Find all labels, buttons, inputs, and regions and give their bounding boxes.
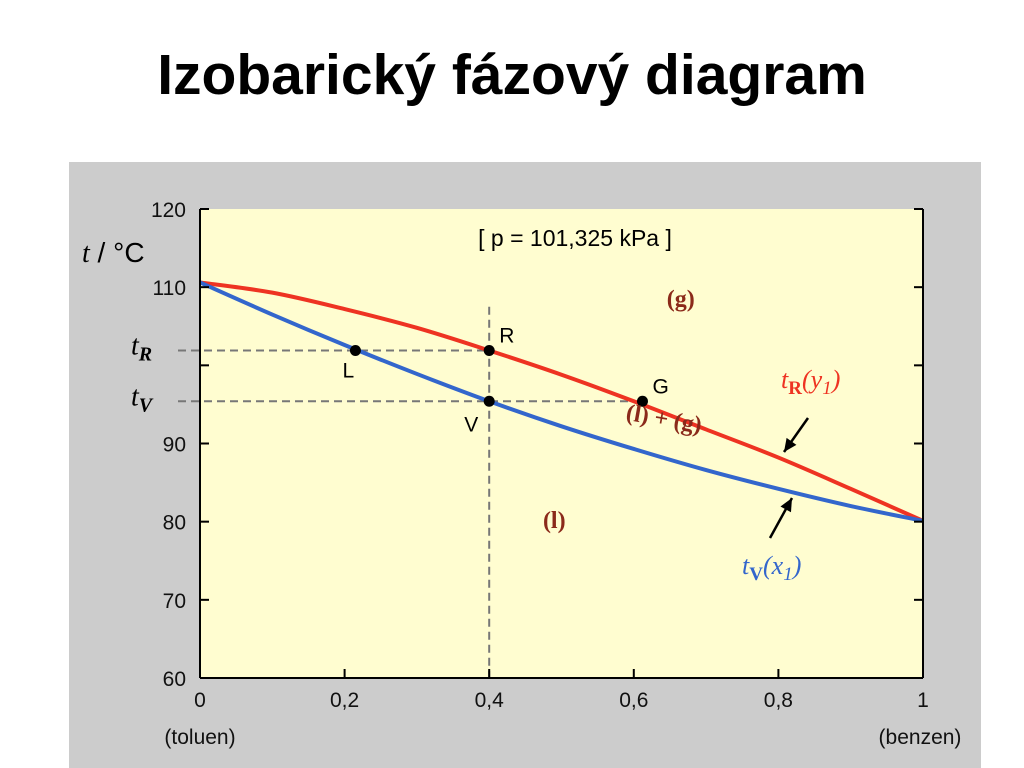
x-tick-label: 0 — [194, 689, 206, 712]
y-axis-label-var: t — [82, 238, 91, 269]
point-label-L: L — [342, 359, 354, 382]
curve-label-tV-paren-close: ) — [791, 551, 802, 580]
y-marker-tR-sub: R — [138, 343, 152, 365]
dew-curve-tR — [199, 280, 924, 523]
axes: 60 70 80 90 110 120 0 0,2 0,4 0,6 0,8 1 (toluen) (ben… — [151, 199, 961, 749]
slide-title: Izobarický fázový diagram — [157, 43, 867, 107]
x-end-label-right: (benzen) — [879, 726, 962, 749]
x-tick-label: 1 — [917, 689, 929, 712]
region-label-gas: (g) — [667, 287, 695, 313]
y-tick-label: 80 — [163, 512, 186, 535]
curve-label-tR-t: t — [781, 365, 789, 394]
point-V — [483, 395, 495, 407]
y-marker-tV-base: t — [131, 381, 140, 412]
y-marker-tV-sub: V — [139, 394, 154, 416]
point-label-G: G — [652, 375, 668, 398]
plot-area — [200, 209, 923, 678]
bubble-curve-tV — [199, 280, 924, 523]
curve-label-tV-t: t — [742, 551, 750, 580]
x-end-label-left: (toluen) — [164, 726, 235, 749]
point-label-R: R — [499, 324, 514, 347]
curve-label-tV-arg: x — [771, 551, 784, 580]
y-tick-label: 60 — [163, 668, 186, 691]
y-tick-label: 70 — [163, 590, 186, 613]
y-axis-label-unit: / °C — [90, 237, 145, 268]
curve-label-tV-sub: V — [749, 564, 763, 585]
y-tick-label: 120 — [151, 199, 186, 222]
curve-label-tR-arg-sub: 1 — [822, 378, 832, 399]
arrow-tR-head — [784, 437, 797, 452]
curves — [199, 280, 924, 523]
curve-label-tR: tR(y1) — [781, 365, 840, 399]
pressure-annotation: [ p = 101,325 kPa ] — [478, 225, 672, 251]
curve-label-tR-sub: R — [788, 378, 802, 399]
point-L — [349, 344, 361, 356]
y-marker-tR-base: t — [131, 330, 140, 361]
x-tick-label: 0,4 — [475, 689, 505, 712]
x-tick-label: 0,2 — [330, 689, 359, 712]
point-label-V: V — [464, 413, 478, 436]
curve-label-tV-paren-open: ( — [763, 551, 773, 580]
point-R — [483, 344, 495, 356]
point-G — [636, 395, 648, 407]
curve-label-tR-paren-close: ) — [830, 365, 841, 394]
curve-label-tR-paren-open: ( — [802, 365, 812, 394]
region-label-liquid: (l) — [543, 508, 566, 534]
y-marker-tV: tV — [131, 381, 154, 416]
x-tick-label: 0,6 — [619, 689, 648, 712]
x-tick-label: 0,8 — [764, 689, 793, 712]
curve-label-tR-arg: y — [808, 365, 823, 394]
y-tick-label: 110 — [153, 277, 186, 300]
y-axis-label: t / °C — [82, 237, 145, 269]
dashed-guides — [178, 306, 643, 678]
y-tick-label: 90 — [163, 434, 186, 457]
curve-label-tV: tV(x1) — [742, 551, 801, 585]
arrow-tV-head — [780, 498, 792, 513]
curve-label-tV-arg-sub: 1 — [783, 564, 793, 585]
y-marker-tR: tR — [131, 330, 152, 365]
